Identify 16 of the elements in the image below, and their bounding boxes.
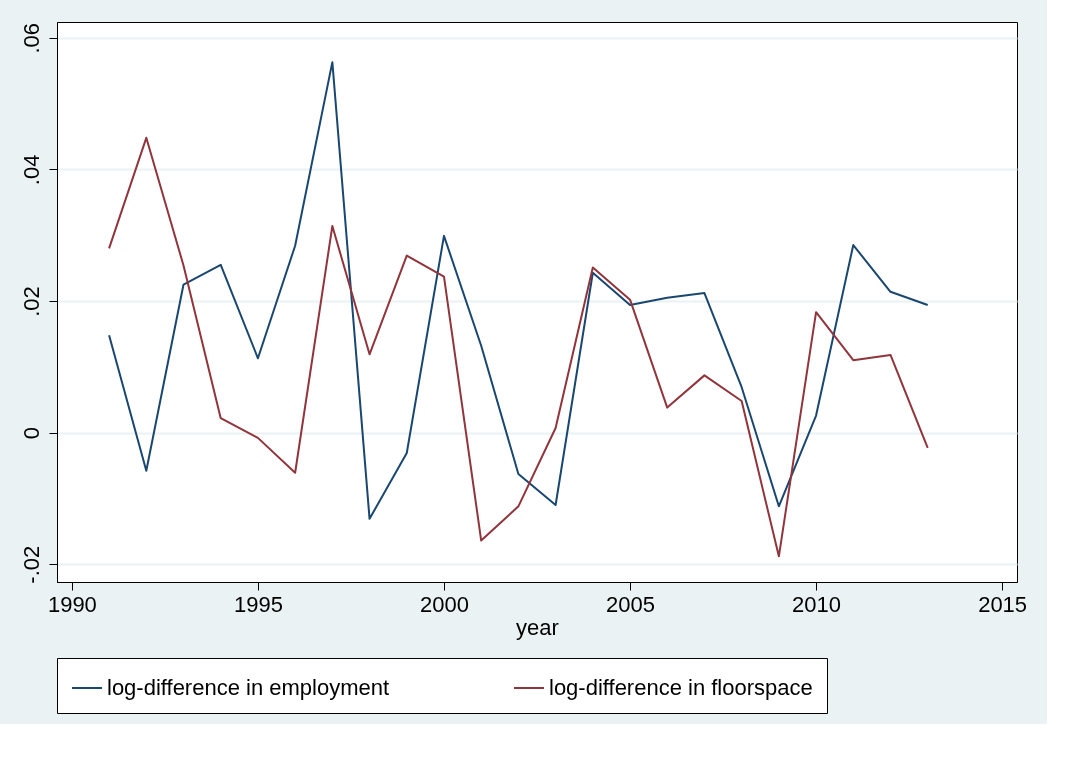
y-tick-label: 0 <box>18 427 44 440</box>
y-tick-label: .02 <box>18 286 44 317</box>
legend-label: log-difference in floorspace <box>549 675 813 700</box>
x-tick-label: 2015 <box>978 591 1028 617</box>
x-axis-title: year <box>516 614 559 640</box>
legend-label: log-difference in employment <box>107 675 390 700</box>
x-tick-label: 1990 <box>47 591 97 617</box>
x-tick-label: 2005 <box>606 591 655 617</box>
y-tick-label: -.02 <box>18 545 44 584</box>
x-tick-label: 1995 <box>233 591 283 617</box>
line-series <box>108 61 929 520</box>
x-tick-label: 2010 <box>792 591 842 617</box>
y-tick-label: .06 <box>18 23 44 54</box>
line-series <box>108 136 929 558</box>
x-tick-label: 2000 <box>420 591 469 617</box>
y-tick-label: .04 <box>18 154 44 186</box>
